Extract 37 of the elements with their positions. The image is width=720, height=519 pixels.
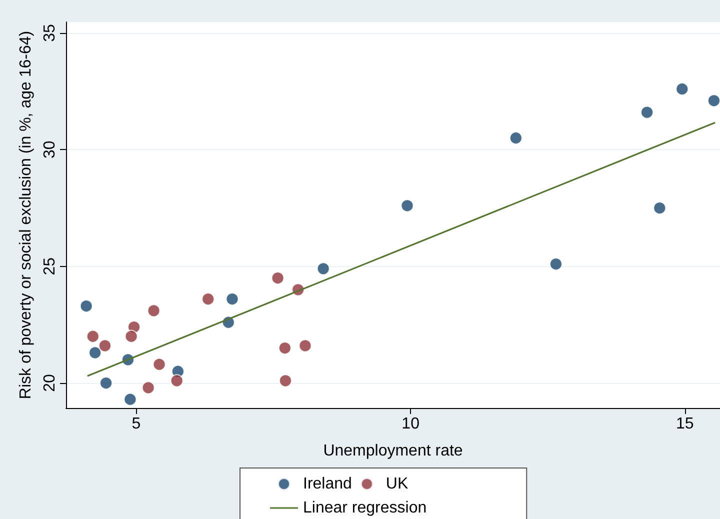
x-axis-title: Unemployment rate (323, 442, 463, 460)
point (152, 358, 166, 371)
x-tick-label: 5 (132, 416, 141, 432)
point (226, 292, 239, 306)
x-tick-label: 15 (676, 416, 694, 432)
point (653, 202, 666, 214)
point (298, 339, 312, 352)
point (549, 258, 562, 271)
legend-label: UK (386, 476, 408, 492)
y-tick-label: 20 (42, 374, 58, 392)
point (316, 262, 330, 276)
point (271, 272, 284, 285)
point (640, 106, 654, 119)
point (202, 292, 215, 306)
y-axis-title: Risk of poverty or social exclusion (in %, age 16-64) (18, 30, 34, 400)
point (278, 342, 292, 355)
point (100, 376, 113, 390)
point (278, 374, 292, 388)
point (170, 374, 184, 388)
y-tick-label: 30 (42, 140, 58, 159)
x-tick-label: 10 (402, 416, 420, 432)
legend-label: Ireland (303, 476, 352, 492)
point (124, 330, 138, 343)
point (80, 300, 93, 313)
y-tick-label: 35 (42, 24, 58, 42)
point (509, 131, 522, 144)
point (142, 381, 155, 394)
point (86, 330, 100, 343)
point (88, 346, 102, 360)
point (98, 339, 112, 352)
legend-label: Linear regression (303, 500, 427, 516)
point (676, 82, 689, 96)
y-tick-label: 25 (42, 257, 58, 276)
point (400, 199, 414, 212)
point (707, 94, 720, 108)
point (147, 304, 160, 318)
point (124, 392, 137, 406)
